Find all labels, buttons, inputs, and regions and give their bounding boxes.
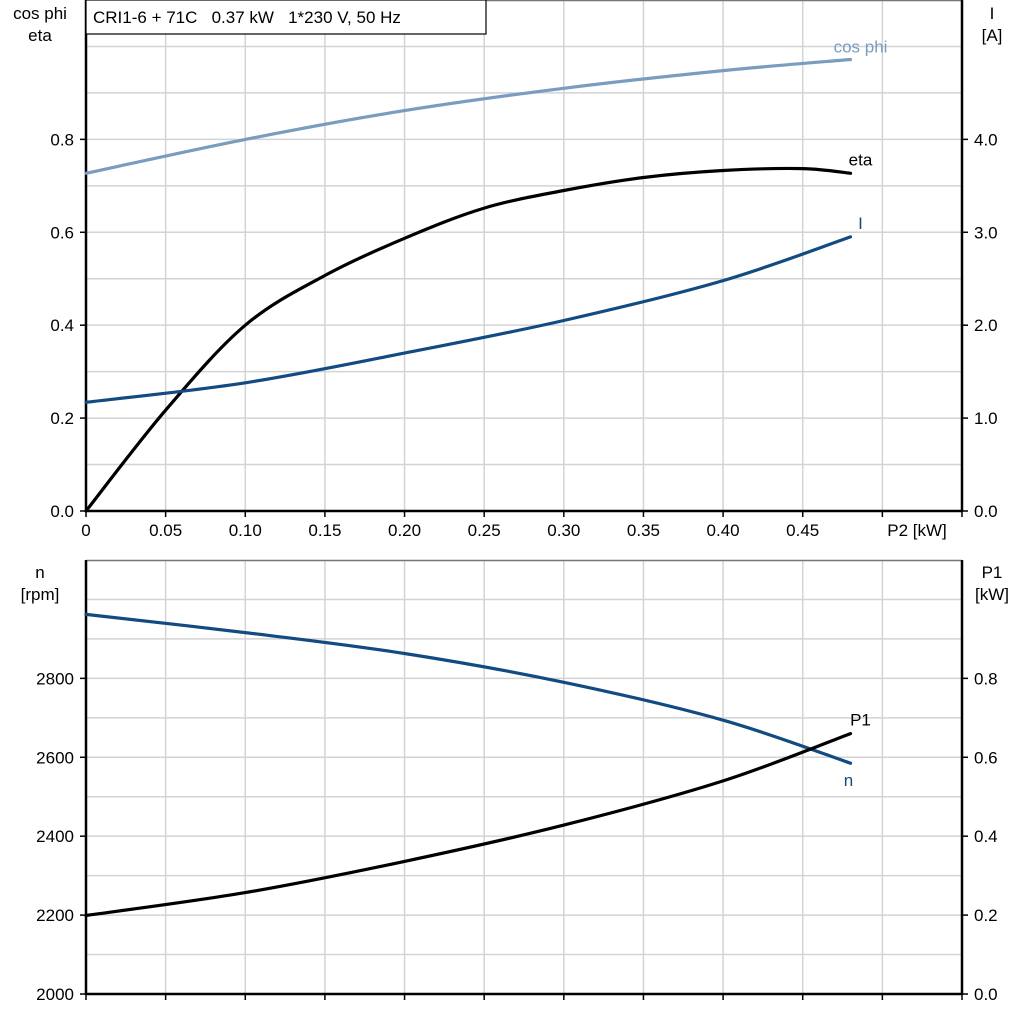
y-tick-label-left: 2400	[36, 827, 74, 846]
x-axis-label: P2 [kW]	[887, 521, 947, 540]
x-tick-label: 0.40	[707, 521, 740, 540]
y-tick-label-left: 2800	[36, 669, 74, 688]
y-tick-label-left: 0.6	[50, 223, 74, 242]
y-tick-label-right: 1.0	[974, 409, 998, 428]
y-tick-label-left: 2000	[36, 985, 74, 1004]
series-line-cos-phi	[84, 57, 853, 175]
y-tick-label-left: 0.8	[50, 130, 74, 149]
y-tick-label-left: 0.0	[50, 502, 74, 521]
x-tick-label: 0.35	[627, 521, 660, 540]
series-line-eta	[84, 166, 853, 513]
series-label-P1: P1	[850, 711, 871, 730]
y-axis-label-left: [rpm]	[21, 585, 60, 604]
x-tick-label: 0.20	[388, 521, 421, 540]
x-tick-label: 0.10	[229, 521, 262, 540]
y-tick-label-right: 2.0	[974, 316, 998, 335]
y-tick-label-left: 2600	[36, 748, 74, 767]
y-axis-label-left: n	[35, 563, 44, 582]
y-tick-label-right: 0.0	[974, 502, 998, 521]
y-tick-label-right: 0.4	[974, 827, 998, 846]
y-tick-label-right: 4.0	[974, 130, 998, 149]
y-tick-label-left: 2200	[36, 906, 74, 925]
series-line-I	[84, 235, 853, 404]
chart-title: CRI1-6 + 71C 0.37 kW 1*230 V, 50 Hz	[93, 8, 401, 27]
x-tick-label: 0.30	[547, 521, 580, 540]
title-box	[85, 0, 487, 35]
series-label-cos-phi: cos phi	[834, 38, 888, 57]
y-axis-label-right: [A]	[982, 26, 1003, 45]
series-label-I: I	[858, 214, 863, 233]
y-tick-label-right: 0.6	[974, 748, 998, 767]
y-tick-label-right: 0.0	[974, 985, 998, 1004]
series-line-P1	[84, 732, 853, 918]
series-label-eta: eta	[849, 150, 873, 169]
x-tick-label: 0.15	[308, 521, 341, 540]
y-tick-label-right: 3.0	[974, 223, 998, 242]
y-tick-label-left: 0.4	[50, 316, 74, 335]
x-tick-label: 0.05	[149, 521, 182, 540]
x-tick-label: 0.25	[468, 521, 501, 540]
series-line-n	[84, 612, 853, 765]
y-axis-label-right: I	[990, 4, 995, 23]
series-label-n: n	[844, 771, 853, 790]
y-axis-label-left: cos phi	[13, 4, 67, 23]
y-axis-label-left: eta	[28, 26, 52, 45]
y-axis-label-right: P1	[982, 563, 1003, 582]
x-tick-label: 0.45	[786, 521, 819, 540]
y-tick-label-left: 0.2	[50, 409, 74, 428]
y-tick-label-right: 0.8	[974, 669, 998, 688]
y-axis-label-right: [kW]	[975, 585, 1009, 604]
y-tick-label-right: 0.2	[974, 906, 998, 925]
x-tick-label: 0	[81, 521, 90, 540]
